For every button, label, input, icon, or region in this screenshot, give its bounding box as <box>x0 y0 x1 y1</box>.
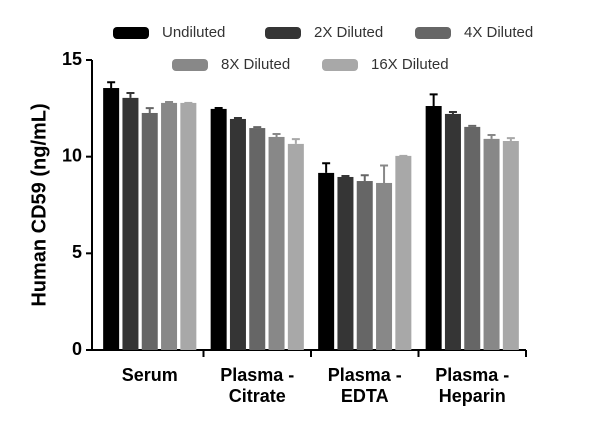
legend-swatch <box>265 27 301 39</box>
error-bar <box>448 111 457 114</box>
bar <box>287 143 304 350</box>
error-bar <box>214 106 223 109</box>
bar <box>376 182 393 350</box>
error-bar <box>107 81 116 89</box>
error-bar <box>165 100 174 103</box>
legend-label: 8X Diluted <box>221 56 290 73</box>
bar <box>502 141 519 350</box>
error-bar <box>233 117 242 119</box>
bar <box>210 108 227 350</box>
error-bar <box>380 164 389 183</box>
bar <box>337 176 354 350</box>
x-tick-label: Plasma - Heparin <box>435 365 510 406</box>
x-tick-label: Plasma - EDTA <box>327 365 402 406</box>
bar <box>229 118 246 350</box>
legend-swatch <box>172 59 208 71</box>
error-bar <box>322 162 331 173</box>
y-tick-label: 5 <box>72 242 82 262</box>
legend-label: 2X Diluted <box>314 24 383 41</box>
legend-swatch <box>322 59 358 71</box>
legend-label: 16X Diluted <box>371 56 449 73</box>
error-bar <box>360 174 369 182</box>
bar <box>249 128 266 350</box>
bar <box>425 106 442 350</box>
legend-label: 4X Diluted <box>464 24 533 41</box>
bar <box>444 113 461 350</box>
legend-label: Undiluted <box>162 24 225 41</box>
bar <box>103 88 120 351</box>
bar <box>268 136 285 350</box>
bar <box>464 126 481 350</box>
error-bar <box>341 175 350 177</box>
y-tick-label: 0 <box>72 339 82 359</box>
bar <box>141 112 158 351</box>
error-bar <box>291 138 300 144</box>
legend-swatch <box>113 27 149 39</box>
bar <box>483 138 500 350</box>
error-bar <box>272 133 281 137</box>
error-bar <box>253 126 262 129</box>
error-bar <box>126 92 135 98</box>
bar <box>122 97 139 350</box>
error-bar <box>468 124 477 127</box>
legend-swatch <box>415 27 451 39</box>
error-bar <box>487 134 496 139</box>
bar <box>161 102 178 350</box>
error-bar <box>145 107 154 113</box>
bar <box>395 155 412 350</box>
error-bar <box>429 93 438 107</box>
y-tick-label: 10 <box>62 145 82 165</box>
y-tick-label: 15 <box>62 49 82 69</box>
x-tick-label: Serum <box>121 365 178 385</box>
error-bar <box>506 137 515 142</box>
bar <box>356 181 373 350</box>
bar <box>318 172 335 350</box>
bar <box>180 102 197 350</box>
x-tick-label: Plasma - Citrate <box>220 365 295 406</box>
y-axis-label: Human CD59 (ng/mL) <box>28 103 50 306</box>
